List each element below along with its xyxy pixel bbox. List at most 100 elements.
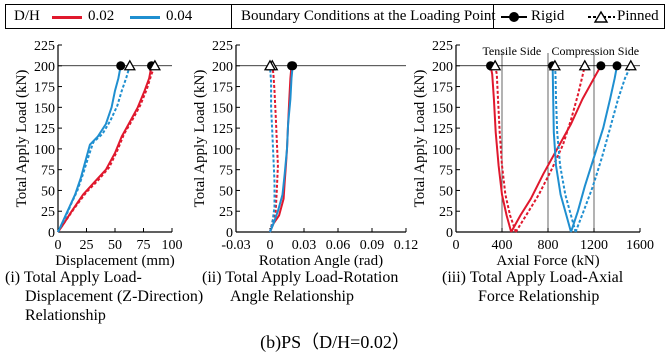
caption-ii-line2: Angle Relationship <box>230 288 354 305</box>
legend-bc-label: Boundary Conditions at the Loading Point <box>241 8 496 24</box>
plot1-pinned-marker <box>148 59 162 71</box>
plot2-xtick-label: -0.03 <box>221 238 250 253</box>
plot1-ytick-label: 100 <box>34 143 55 158</box>
plot2-ytick-label: 100 <box>212 143 233 158</box>
plot1-xtick-label: 50 <box>108 238 122 253</box>
plot1-series-002-pinned <box>57 65 156 233</box>
plot1-series-004-pinned <box>57 65 131 233</box>
legend-pinned-label: Pinned <box>617 8 659 24</box>
plot2-series-004-rigid <box>269 65 294 233</box>
legend-line-002 <box>52 16 82 19</box>
plot3-ytick-label: 225 <box>432 39 453 54</box>
plot1-series-002-rigid <box>57 65 153 233</box>
plot3-xtick-label: 1200 <box>580 238 608 253</box>
legend-marker-svg <box>501 10 615 23</box>
legend-label-004: 0.04 <box>166 8 193 24</box>
caption-i-line3: Relationship <box>25 307 106 324</box>
plot3-ytick-label: 175 <box>432 81 453 96</box>
plot2-ytick-label: 50 <box>219 184 233 199</box>
caption-i: (i) Total Apply Load- Displacement (Z-Di… <box>5 268 203 325</box>
plot3-series-004-pinned <box>553 65 577 233</box>
caption-iii-line2: Force Relationship <box>478 288 600 305</box>
plot2-ytick-label: 75 <box>219 164 233 179</box>
plot2-xtick-label: 0.03 <box>292 238 317 253</box>
plot2-ytick-label: 200 <box>212 60 233 75</box>
plot1-ytick-label: 125 <box>34 122 55 137</box>
plot1-xtick-label: 0 <box>55 238 62 253</box>
plot3-x-axis-label: Axial Force (kN) <box>496 253 599 269</box>
caption-ii: (ii) Total Apply Load-Rotation Angle Rel… <box>202 268 398 306</box>
plot3-series-002-pinned <box>514 65 586 233</box>
legend-bc-cell: Boundary Conditions at the Loading Point <box>231 5 496 28</box>
caption-i-line2: Displacement (Z-Direction) <box>25 288 204 305</box>
plot1-series-004-rigid <box>57 65 122 233</box>
plot2-rigid-marker <box>288 61 298 71</box>
plot3-pinned-marker <box>624 59 637 71</box>
plot1-x-axis-label: Displacement (mm) <box>55 253 175 269</box>
plot1-ytick-label: 50 <box>41 184 55 199</box>
caption-i-line1: (i) Total Apply Load- <box>5 269 142 286</box>
plot1-xtick-label: 75 <box>137 238 151 253</box>
plot2-series-002-rigid <box>269 65 293 233</box>
plot3-ytick-label: 50 <box>439 184 453 199</box>
plot1-xtick-label: 25 <box>80 238 94 253</box>
plot3-annotation-tensile: Tensile Side <box>482 44 541 58</box>
plot3-rigid-marker <box>612 61 622 71</box>
plot1-ytick-label: 150 <box>34 101 55 116</box>
plot3-ytick-label: 125 <box>432 122 453 137</box>
plot3-pinned-marker <box>548 59 562 71</box>
plot3-series-002-rigid <box>489 65 513 233</box>
plot1-ytick-label: 75 <box>41 164 55 179</box>
plot1-y-axis-label: Total Apply Load (kN) <box>14 70 30 208</box>
caption-ii-line1: (ii) Total Apply Load-Rotation <box>202 269 399 286</box>
plot1-ytick-label: 25 <box>41 205 55 220</box>
plot1-pinned-marker <box>123 59 136 71</box>
plot3-ytick-label: 100 <box>432 143 453 158</box>
caption-iii: (iii) Total Apply Load-Axial Force Relat… <box>442 268 623 306</box>
caption-iii-line1: (iii) Total Apply Load-Axial <box>442 269 624 286</box>
plot3-pinned-marker <box>488 59 502 71</box>
plot2-x-axis-label: Rotation Angle (rad) <box>259 253 383 269</box>
legend-line-004 <box>130 16 160 19</box>
plot3-rigid-marker <box>596 61 606 71</box>
plot2-y-axis-label: Total Apply Load (kN) <box>192 70 208 208</box>
legend-dh-label: D/H <box>14 8 40 24</box>
legend: D/H 0.02 0.04 Boundary Conditions at the… <box>5 4 665 29</box>
plot3-xtick-label: 800 <box>538 238 559 253</box>
plot3-ytick-label: 75 <box>439 164 453 179</box>
plot1-rigid-marker <box>116 61 126 71</box>
pinned-marker-icon <box>593 10 609 23</box>
legend-marker-cell: Rigid Pinned <box>493 5 663 28</box>
plot2-ytick-label: 150 <box>212 101 233 116</box>
plot1-xtick-label: 100 <box>162 238 183 253</box>
plot3-series-004-rigid <box>551 65 572 233</box>
plot3-series-004-rigid <box>570 65 618 233</box>
plot2-ytick-label: 125 <box>212 122 233 137</box>
plot2-ytick-label: 175 <box>212 81 233 96</box>
plot3-pinned-marker <box>578 59 591 71</box>
plot2-ytick-label: 25 <box>219 205 233 220</box>
plot3-y-axis-label: Total Apply Load (kN) <box>412 70 428 208</box>
plot2-ytick-label: 225 <box>212 39 233 54</box>
plot1-ytick-label: 0 <box>48 226 55 241</box>
plot3-xtick-label: 1600 <box>626 238 654 253</box>
plot3-ytick-label: 0 <box>446 226 453 241</box>
legend-dh-cell: D/H 0.02 0.04 <box>6 5 232 28</box>
plot2-xtick-label: 0.09 <box>360 238 385 253</box>
plot3-xtick-label: 0 <box>453 238 460 253</box>
plot3-annotation-compression: Compression Side <box>551 44 639 58</box>
figure-caption: (b)PS（D/H=0.02） <box>260 332 410 352</box>
plot2-xtick-label: 0.06 <box>326 238 351 253</box>
plot2-ytick-label: 0 <box>226 226 233 241</box>
plot3-series-002-pinned <box>494 65 517 233</box>
plot3-ytick-label: 25 <box>439 205 453 220</box>
rigid-marker-icon <box>509 12 519 22</box>
plot2-series-004-pinned <box>269 65 276 233</box>
legend-label-002: 0.02 <box>88 8 115 24</box>
plot3-series-004-pinned <box>574 65 632 233</box>
plot1-ytick-label: 175 <box>34 81 55 96</box>
plot2-xtick-label: 0.12 <box>394 238 419 253</box>
plot1-ytick-label: 225 <box>34 39 55 54</box>
plot3-ytick-label: 200 <box>432 60 453 75</box>
